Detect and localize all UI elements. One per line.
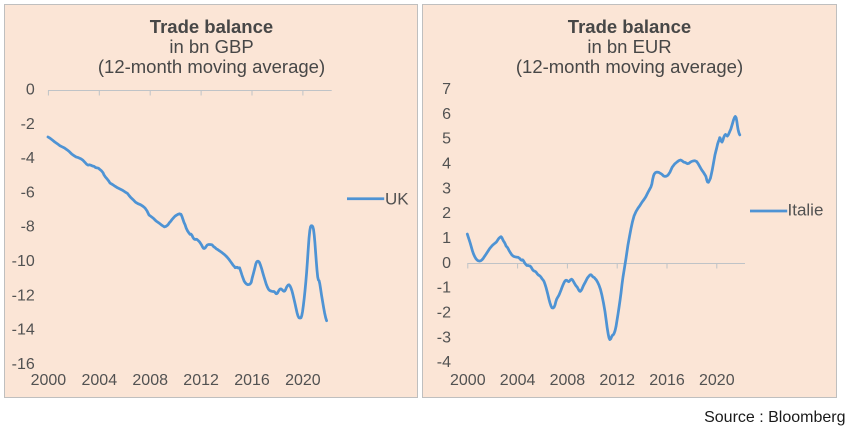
svg-text:2004: 2004 <box>82 372 118 389</box>
svg-text:2020: 2020 <box>699 372 735 389</box>
svg-text:3: 3 <box>442 180 451 197</box>
svg-text:2012: 2012 <box>183 372 219 389</box>
svg-text:(12-month moving average): (12-month moving average) <box>98 56 325 77</box>
svg-text:Trade balance: Trade balance <box>568 16 691 37</box>
svg-text:6: 6 <box>442 106 451 123</box>
svg-text:2012: 2012 <box>599 372 635 389</box>
svg-text:UK: UK <box>385 189 409 208</box>
svg-text:-8: -8 <box>21 219 35 236</box>
svg-text:2000: 2000 <box>31 372 67 389</box>
svg-text:(12-month moving average): (12-month moving average) <box>516 56 743 77</box>
svg-text:Trade balance: Trade balance <box>150 16 273 37</box>
svg-text:Italie: Italie <box>788 201 824 220</box>
svg-text:in bn GBP: in bn GBP <box>169 36 253 57</box>
svg-text:-4: -4 <box>21 150 35 167</box>
svg-text:2000: 2000 <box>450 372 486 389</box>
svg-text:4: 4 <box>442 155 451 172</box>
svg-text:1: 1 <box>442 230 451 247</box>
svg-text:7: 7 <box>442 81 451 98</box>
svg-text:2020: 2020 <box>285 372 321 389</box>
svg-text:0: 0 <box>442 255 451 272</box>
svg-text:Source : Bloomberg: Source : Bloomberg <box>704 409 845 426</box>
svg-text:in bn EUR: in bn EUR <box>587 36 671 57</box>
svg-text:-16: -16 <box>12 356 35 373</box>
svg-text:2: 2 <box>442 205 451 222</box>
svg-text:-3: -3 <box>437 329 451 346</box>
svg-text:-4: -4 <box>437 354 451 371</box>
svg-text:2016: 2016 <box>649 372 685 389</box>
svg-text:-14: -14 <box>12 322 35 339</box>
svg-text:2008: 2008 <box>132 372 168 389</box>
svg-text:-10: -10 <box>12 253 35 270</box>
svg-text:2004: 2004 <box>500 372 536 389</box>
svg-text:0: 0 <box>26 82 35 99</box>
svg-text:2008: 2008 <box>550 372 586 389</box>
svg-text:-2: -2 <box>21 116 35 133</box>
svg-text:5: 5 <box>442 131 451 148</box>
svg-text:-1: -1 <box>437 280 451 297</box>
svg-text:2016: 2016 <box>234 372 270 389</box>
svg-text:-2: -2 <box>437 305 451 322</box>
svg-text:-6: -6 <box>21 184 35 201</box>
svg-text:-12: -12 <box>12 287 35 304</box>
